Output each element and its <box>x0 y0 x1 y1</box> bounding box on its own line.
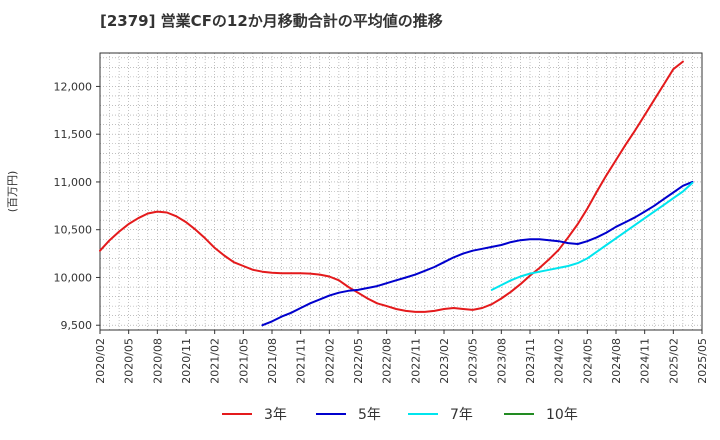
y-axis-label: (百万円) <box>6 171 19 213</box>
x-tick-label: 2022/05 <box>352 338 365 384</box>
plot-frame <box>99 52 703 331</box>
x-tick-label: 2023/02 <box>438 338 451 384</box>
x-tick-label: 2022/08 <box>381 338 394 384</box>
x-tick-label: 2025/05 <box>696 338 709 384</box>
legend-label-2: 7年 <box>450 407 473 423</box>
grid <box>100 53 702 330</box>
y-tick-label: 11,000 <box>54 176 93 189</box>
x-tick-label: 2024/02 <box>553 338 566 384</box>
series-line-0 <box>99 60 684 313</box>
series-line-1 <box>261 180 694 327</box>
y-axis: 9,500 10,000 10,500 11,000 11,500 12,000 <box>54 80 100 332</box>
x-tick-label: 2020/02 <box>94 338 107 384</box>
legend-label-3: 10年 <box>546 407 578 423</box>
y-tick-label: 12,000 <box>54 80 93 93</box>
x-tick-label: 2020/05 <box>123 338 136 384</box>
x-tick-label: 2021/11 <box>295 338 308 384</box>
y-tick-label: 11,500 <box>54 128 93 141</box>
x-tick-label: 2024/05 <box>581 338 594 384</box>
legend: 3年 5年 7年 10年 <box>222 407 578 423</box>
x-tick-label: 2024/08 <box>610 338 623 384</box>
x-tick-label: 2021/05 <box>237 338 250 384</box>
series-line-2 <box>490 181 694 291</box>
y-tick-label: 10,000 <box>54 271 93 284</box>
x-tick-label: 2021/02 <box>209 338 222 384</box>
x-tick-label: 2023/08 <box>495 338 508 384</box>
x-tick-label: 2020/08 <box>151 338 164 384</box>
x-tick-label: 2024/11 <box>639 338 652 384</box>
x-tick-label: 2025/02 <box>667 338 680 384</box>
y-tick-label: 10,500 <box>54 224 93 237</box>
x-tick-label: 2020/11 <box>180 338 193 384</box>
x-axis: 2020/02 2020/05 2020/08 2020/11 2021/02 2021/… <box>94 330 709 384</box>
x-tick-label: 2021/08 <box>266 338 279 384</box>
x-tick-label: 2023/05 <box>467 338 480 384</box>
x-tick-label: 2022/02 <box>323 338 336 384</box>
legend-label-1: 5年 <box>358 407 381 423</box>
y-tick-label: 9,500 <box>61 319 93 332</box>
series <box>99 60 694 327</box>
legend-label-0: 3年 <box>264 407 287 423</box>
x-tick-label: 2023/11 <box>524 338 537 384</box>
chart-title: [2379] 営業CFの12か月移動合計の平均値の推移 <box>100 12 443 30</box>
x-tick-label: 2022/11 <box>409 338 422 384</box>
